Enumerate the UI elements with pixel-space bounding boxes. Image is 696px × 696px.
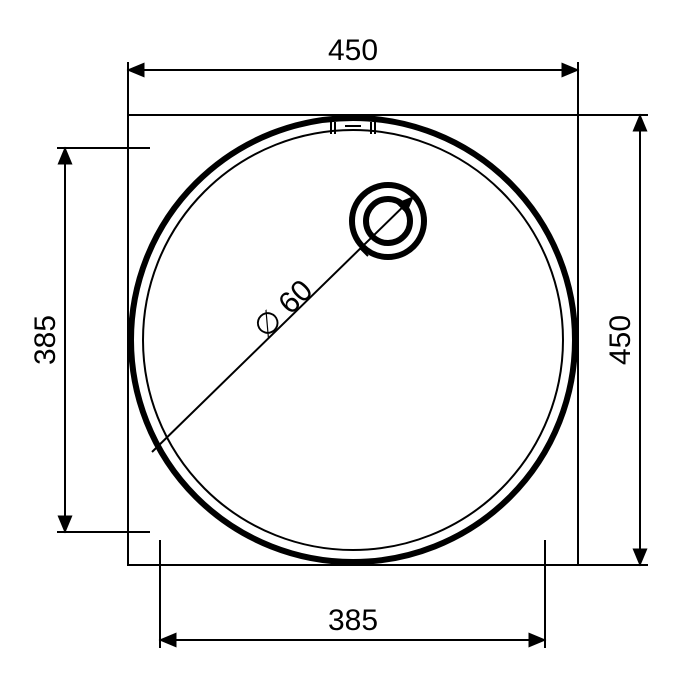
bowl-outer-ring — [131, 118, 575, 562]
dim-bottom-label: 385 — [328, 604, 378, 637]
drain-diameter-label: ∅ 60 — [248, 274, 320, 345]
technical-drawing: ∅ 60 450 450 385 385 — [0, 0, 696, 696]
overflow-ticks — [331, 122, 375, 134]
dim-left — [57, 148, 150, 532]
dim-right-label: 450 — [604, 315, 637, 365]
dim-top-label: 450 — [328, 34, 378, 67]
bowl-inner-ring — [143, 130, 563, 550]
dim-left-label: 385 — [29, 315, 62, 365]
dim-top — [128, 62, 578, 115]
